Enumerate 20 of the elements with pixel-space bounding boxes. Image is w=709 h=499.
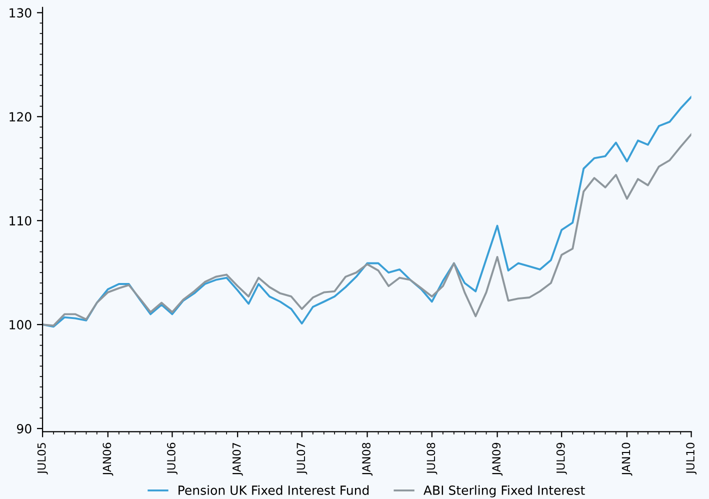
x-tick-label: JAN07: [232, 443, 243, 476]
x-tick-label: JAN10: [622, 442, 632, 476]
y-tick-label: 100: [10, 320, 32, 330]
line-series: [42, 96, 692, 328]
y-tick-label: 90: [17, 424, 32, 434]
x-tick-label: JUL06: [167, 442, 178, 474]
y-tick-label: 120: [10, 112, 32, 122]
x-tick-label: JAN06: [102, 442, 114, 476]
x-tick-label: JUL07: [296, 443, 308, 474]
y-tick-label: 130: [10, 8, 32, 18]
x-tick-label: JUL08: [426, 442, 438, 474]
legend-label: ABI Sterling Fixed Interest: [424, 485, 585, 498]
x-tick-label: JUL05: [37, 443, 48, 474]
x-tick-label: JAN09: [492, 442, 503, 476]
x-tick-label: JUL09: [556, 442, 567, 474]
x-tick-label: JAN08: [362, 442, 373, 476]
line-series: [42, 133, 692, 327]
legend-label: Pension UK Fixed Interest Fund: [178, 485, 369, 495]
y-tick-label: 110: [10, 216, 32, 226]
x-tick-label: JUL10: [686, 442, 697, 474]
